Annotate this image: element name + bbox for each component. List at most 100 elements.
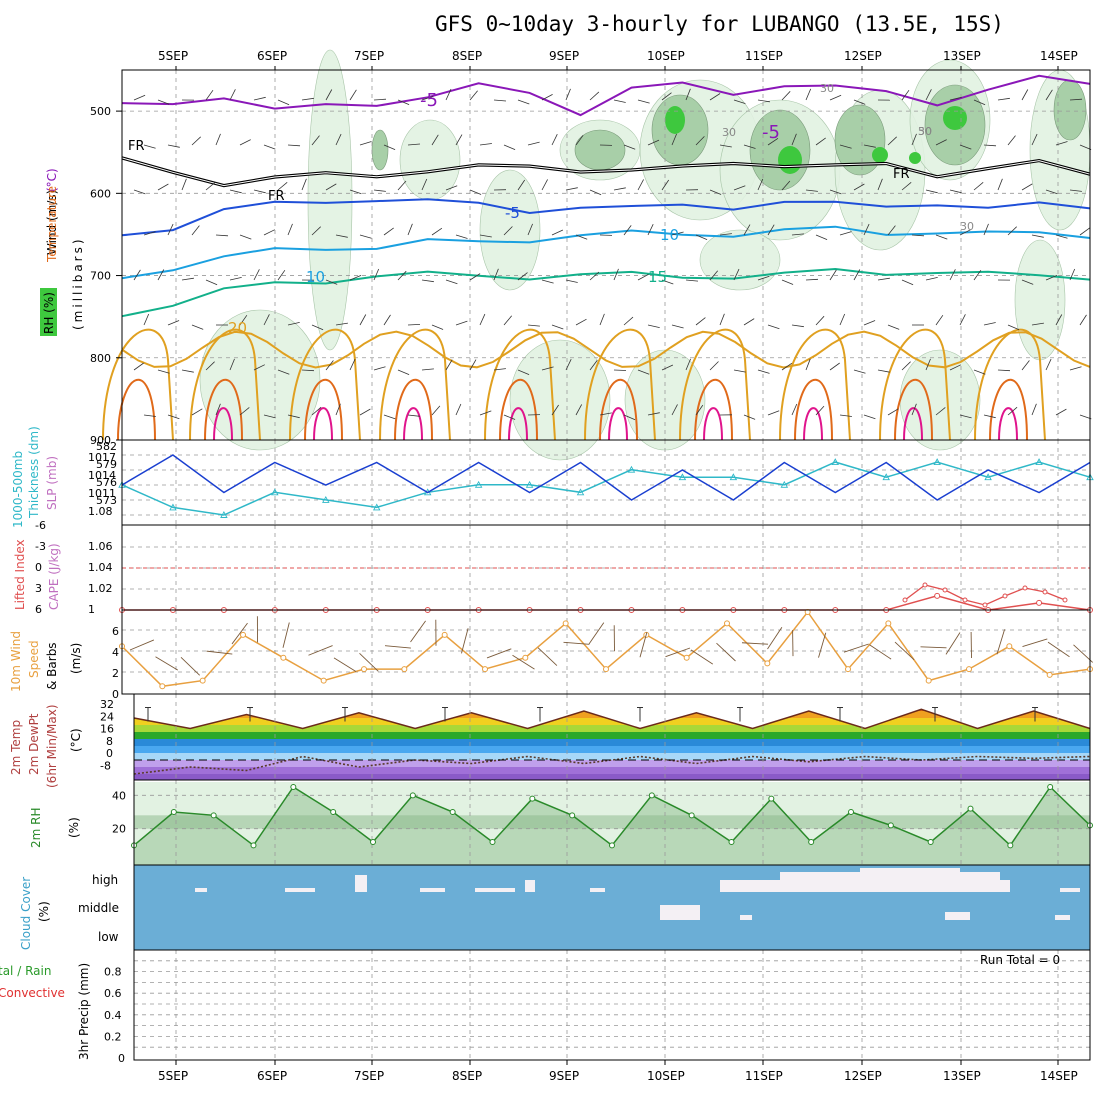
date-label-top: 8SEP — [452, 49, 482, 63]
temp2m-label2: 2m DewPt — [27, 713, 41, 775]
rh2m-point — [211, 813, 216, 818]
cloud-middle — [945, 912, 970, 920]
date-label-bottom: 9SEP — [549, 1069, 579, 1083]
rh2m-point — [649, 793, 654, 798]
wind10-unit: (m/s) — [69, 643, 83, 674]
rh2m-point — [968, 806, 973, 811]
wind10-point — [1047, 672, 1052, 677]
wind10-point — [160, 684, 165, 689]
cloud-unit: (%) — [37, 901, 51, 922]
lifted-point — [983, 603, 987, 607]
rh-region-light — [308, 50, 352, 350]
rh2m-point — [450, 810, 455, 815]
lifted-tick: -6 — [35, 519, 46, 532]
date-label-bottom: 6SEP — [257, 1069, 287, 1083]
temp-band — [134, 732, 1090, 739]
rh-region-mid — [1054, 80, 1086, 140]
cloud-high — [475, 888, 515, 892]
rh2m-point — [928, 840, 933, 845]
wind10-point — [563, 621, 568, 626]
rh2m-point — [1048, 785, 1053, 790]
wind10-tick: 2 — [112, 667, 119, 680]
rh-region-light — [480, 170, 540, 290]
contour-label: 20 — [228, 319, 247, 337]
wind10-point — [765, 661, 770, 666]
date-label-top: 10SEP — [647, 49, 685, 63]
cloud-high — [355, 875, 367, 892]
temp-tick: 24 — [100, 710, 114, 723]
contour-label: 15 — [648, 268, 667, 286]
temp2m-unit: (°C) — [69, 728, 83, 752]
precip-label3: 3hr Precip (mm) — [77, 963, 91, 1060]
precip-label2: Convective — [0, 986, 65, 1000]
temp-tick: 16 — [100, 723, 114, 736]
cloud-high — [860, 868, 960, 892]
rh-band — [134, 815, 1090, 828]
rh2m-point — [729, 840, 734, 845]
cloud-high — [1060, 888, 1080, 892]
cloud-level-label: high — [92, 873, 118, 887]
slp-tick: 1.08 — [88, 505, 113, 518]
y-tick-label: 600 — [90, 187, 111, 200]
rh2m-point — [809, 840, 814, 845]
wind10-point — [684, 655, 689, 660]
rh2m-point — [490, 840, 495, 845]
wind10-point — [483, 667, 488, 672]
chart-title: GFS 0~10day 3-hourly for LUBANGO (13.5E,… — [435, 12, 1004, 36]
lifted-point — [963, 598, 967, 602]
cape-tick: 1.02 — [88, 582, 113, 595]
temp-tick: 8 — [106, 735, 113, 748]
contour-label: 10 — [306, 268, 325, 286]
thickness-label1: 1000-500mb — [11, 451, 25, 528]
rh-contour-label: 30 — [820, 82, 834, 95]
temp2m-label3: (6hr Min/Max) — [45, 705, 59, 789]
date-label-bottom: 5SEP — [158, 1069, 188, 1083]
rh-contour-label: 30 — [960, 220, 974, 233]
date-label-top: 6SEP — [257, 49, 287, 63]
rh-contour-label: 50 — [918, 125, 932, 138]
wind-barb — [614, 370, 626, 371]
lifted-point — [1043, 590, 1047, 594]
date-label-bottom: 7SEP — [354, 1069, 384, 1083]
rh2m-point — [769, 796, 774, 801]
lifted-point — [903, 598, 907, 602]
precip-tick: 0.8 — [104, 966, 122, 979]
wind10-point — [241, 632, 246, 637]
contour-label: FR — [268, 189, 285, 204]
lifted-point — [943, 588, 947, 592]
temp-tick: 32 — [100, 698, 114, 711]
contour-label: FR — [893, 167, 910, 182]
slp-tick: 1017 — [88, 451, 116, 464]
rh2m-unit: (%) — [67, 817, 81, 838]
rh-region-light — [900, 350, 980, 450]
cape-tick: 1 — [88, 603, 95, 616]
date-label-top: 13SEP — [943, 49, 981, 63]
cloud-high — [720, 880, 780, 892]
rh2m-point — [849, 810, 854, 815]
rh-region-mid — [750, 110, 810, 190]
date-label-top: 7SEP — [354, 49, 384, 63]
wind10-point — [402, 667, 407, 672]
y-tick-label: 700 — [90, 270, 111, 283]
lifted-tick: 3 — [35, 582, 42, 595]
cloud-high — [525, 880, 535, 892]
rh-region-light — [700, 230, 780, 290]
precip-tick: 0.4 — [104, 1009, 122, 1022]
wind10-point — [846, 667, 851, 672]
rh2m-point — [570, 813, 575, 818]
rh2m-point — [689, 813, 694, 818]
rh2m-point — [610, 843, 615, 848]
cloud-high — [420, 888, 445, 892]
wind10-point — [725, 621, 730, 626]
wind10-point — [604, 667, 609, 672]
run-total: Run Total = 0 — [980, 953, 1060, 967]
wind10-point — [967, 667, 972, 672]
rh-tick: 20 — [112, 823, 126, 836]
wind10-label1: 10m Wind — [9, 631, 23, 692]
wind10-tick: 6 — [112, 625, 119, 638]
slp-label: SLP (mb) — [45, 456, 59, 510]
rh2m-point — [410, 793, 415, 798]
